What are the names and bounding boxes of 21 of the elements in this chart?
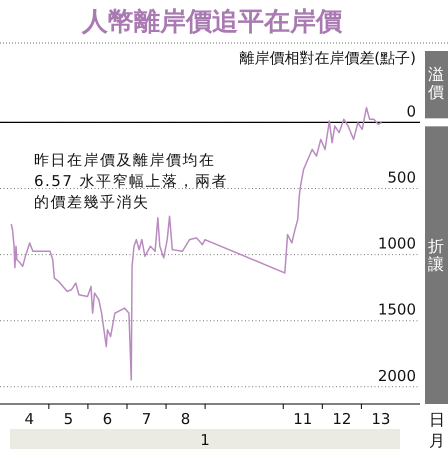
- y-tick-label: 1500: [378, 300, 416, 319]
- text: 溢價: [428, 64, 444, 102]
- y-tick-label: 2000: [378, 366, 416, 385]
- chart-title: 人幣離岸價追平在岸價: [81, 7, 343, 37]
- x-tick-label: 5: [64, 410, 74, 428]
- x-tick-label: 11: [293, 410, 312, 428]
- annotation: 昨日在岸價及離岸價均在6.57 水平窄幅上落，兩者的價差幾乎消失: [34, 150, 230, 213]
- y-tick-label: 500: [387, 168, 416, 186]
- text: 1: [200, 431, 210, 449]
- y-tick-label: 1000: [378, 234, 416, 253]
- text: 月: [429, 431, 445, 450]
- x-tick-label: 13: [371, 410, 390, 428]
- y-axis-title: 離岸價相對在岸價差(點子): [239, 49, 416, 67]
- x-tick-label: 6: [102, 410, 112, 428]
- x-tick-label: 7: [142, 410, 152, 428]
- text: 折讓: [428, 236, 444, 274]
- y-tick-label: 0: [406, 102, 416, 120]
- x-axis-title: 日: [429, 410, 445, 429]
- x-tick-label: 8: [180, 410, 190, 428]
- x-tick-label: 12: [332, 410, 352, 428]
- x-tick-label: 4: [24, 410, 34, 428]
